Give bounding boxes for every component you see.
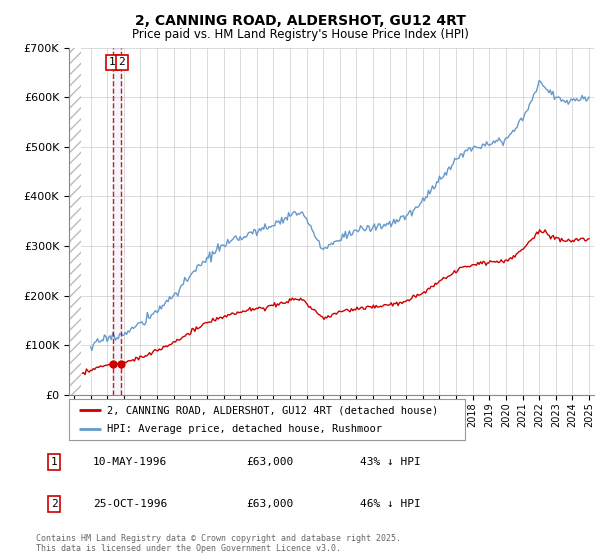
Text: 46% ↓ HPI: 46% ↓ HPI: [360, 499, 421, 509]
Text: 1: 1: [50, 457, 58, 467]
Text: 43% ↓ HPI: 43% ↓ HPI: [360, 457, 421, 467]
Text: 2, CANNING ROAD, ALDERSHOT, GU12 4RT (detached house): 2, CANNING ROAD, ALDERSHOT, GU12 4RT (de…: [107, 405, 438, 415]
Text: HPI: Average price, detached house, Rushmoor: HPI: Average price, detached house, Rush…: [107, 424, 382, 433]
Text: Contains HM Land Registry data © Crown copyright and database right 2025.
This d: Contains HM Land Registry data © Crown c…: [36, 534, 401, 553]
Text: 1: 1: [109, 58, 116, 68]
Text: 2, CANNING ROAD, ALDERSHOT, GU12 4RT: 2, CANNING ROAD, ALDERSHOT, GU12 4RT: [134, 14, 466, 28]
Bar: [113, 48, 121, 395]
Text: £63,000: £63,000: [246, 457, 293, 467]
Bar: [69, 48, 81, 395]
Text: £63,000: £63,000: [246, 499, 293, 509]
Text: 25-OCT-1996: 25-OCT-1996: [93, 499, 167, 509]
Text: 2: 2: [118, 58, 125, 68]
Text: Price paid vs. HM Land Registry's House Price Index (HPI): Price paid vs. HM Land Registry's House …: [131, 28, 469, 41]
Text: 2: 2: [50, 499, 58, 509]
Text: 10-MAY-1996: 10-MAY-1996: [93, 457, 167, 467]
